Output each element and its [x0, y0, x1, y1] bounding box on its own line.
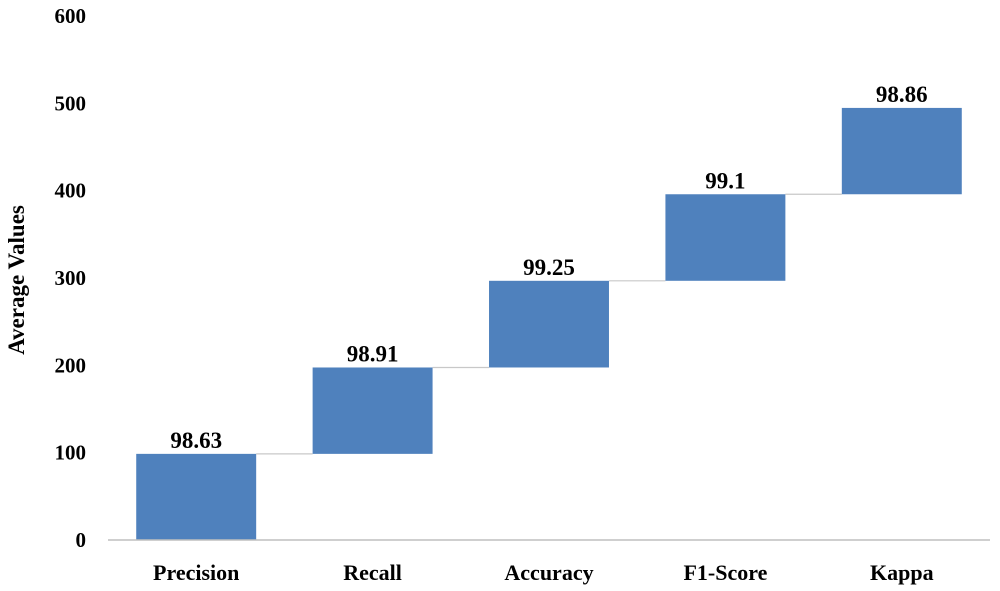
category-label: Kappa: [870, 560, 934, 585]
bar: [841, 107, 962, 195]
y-tick-label: 400: [55, 179, 87, 203]
y-tick-label: 500: [55, 91, 87, 115]
category-label: Precision: [153, 560, 239, 585]
category-label: Accuracy: [504, 560, 593, 585]
y-axis-ticks: 0 100 200 300 400 500 600: [55, 4, 87, 552]
y-tick-label: 300: [55, 266, 87, 290]
bar: [136, 453, 257, 540]
category-label: F1-Score: [683, 560, 767, 585]
y-tick-label: 600: [55, 4, 87, 28]
y-tick-label: 200: [55, 353, 87, 377]
data-label: 98.91: [347, 341, 399, 366]
data-label: 99.1: [705, 168, 745, 193]
data-label: 98.63: [170, 428, 222, 453]
category-labels: Precision Recall Accuracy F1-Score Kappa: [153, 560, 934, 585]
bar: [312, 367, 433, 454]
bar: [665, 194, 786, 281]
category-label: Recall: [343, 560, 402, 585]
bar: [489, 280, 609, 368]
connector-lines: [256, 193, 842, 455]
data-label: 98.86: [876, 82, 928, 107]
data-label: 99.25: [523, 255, 575, 280]
y-tick-label: 100: [55, 441, 87, 465]
bars: [136, 107, 962, 540]
y-axis-title: Average Values: [4, 205, 29, 355]
y-tick-label: 0: [76, 528, 87, 552]
data-labels: 98.63 98.91 99.25 99.1 98.86: [170, 82, 927, 453]
